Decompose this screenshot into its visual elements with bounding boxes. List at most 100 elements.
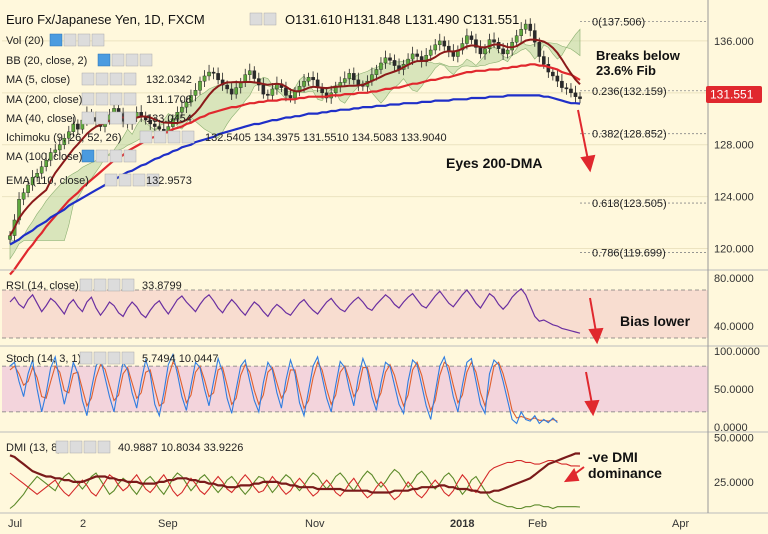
x-tick-label: Feb bbox=[528, 518, 547, 530]
indicator-button bbox=[123, 149, 137, 163]
candle bbox=[460, 37, 465, 55]
candle bbox=[528, 18, 533, 37]
price-pane: 0(137.506) 0.236(132.159) 0.382(128.852) 0.… bbox=[2, 16, 708, 276]
candle-body bbox=[293, 91, 297, 99]
candle-body bbox=[555, 75, 560, 82]
x-tick-label: Sep bbox=[158, 518, 178, 530]
candle-body bbox=[71, 123, 76, 132]
indicator-name: Ichimoku (9, 26, 52, 26) bbox=[6, 132, 122, 144]
candle bbox=[35, 168, 39, 182]
arrow-rsi bbox=[588, 297, 604, 345]
candle bbox=[57, 137, 62, 156]
indicator-button bbox=[181, 130, 195, 144]
fib-label: 0(137.506) bbox=[592, 16, 645, 28]
candle bbox=[261, 77, 266, 99]
pane-value: 40.9887 10.8034 33.9226 bbox=[118, 442, 243, 454]
candle bbox=[207, 64, 211, 81]
candle bbox=[532, 23, 537, 47]
candle-body bbox=[284, 87, 288, 96]
candle bbox=[342, 71, 347, 87]
candle bbox=[252, 66, 257, 84]
candle-body bbox=[433, 44, 438, 51]
candle bbox=[311, 71, 315, 86]
candle-body bbox=[311, 77, 315, 81]
indicator-button bbox=[139, 130, 153, 144]
candle-body bbox=[428, 49, 433, 56]
candle-body bbox=[469, 35, 474, 40]
candle bbox=[175, 106, 180, 125]
candle bbox=[26, 179, 30, 198]
candle-body bbox=[542, 56, 546, 65]
candle bbox=[347, 68, 352, 85]
indicator-button bbox=[95, 72, 109, 86]
candle-body bbox=[247, 70, 252, 75]
dmi-adx-line bbox=[9, 452, 580, 494]
candle-body bbox=[537, 42, 542, 57]
candle-body bbox=[388, 57, 392, 61]
arrow-dmi bbox=[563, 466, 585, 483]
candle-body bbox=[306, 77, 311, 82]
x-tick-label: Apr bbox=[672, 518, 689, 530]
candle-body bbox=[465, 35, 469, 44]
indicator-value: 133.0454 bbox=[146, 113, 192, 125]
dmi-tick-label: 50.0000 bbox=[714, 433, 754, 445]
annotation-fib: 23.6% Fib bbox=[596, 63, 656, 78]
indicator-button bbox=[81, 72, 95, 86]
indicator-button bbox=[109, 72, 123, 86]
rsi-tick-label: 80.0000 bbox=[714, 273, 754, 285]
pane-button bbox=[69, 440, 83, 454]
indicator-name: BB (20, close, 2) bbox=[6, 55, 87, 67]
stoch-tick-label: 100.0000 bbox=[714, 346, 760, 358]
dmi-tick-label: 25.0000 bbox=[714, 477, 754, 489]
candle bbox=[474, 33, 478, 54]
candle-body bbox=[560, 80, 564, 88]
fib-label: 0.786(119.699) bbox=[592, 247, 666, 259]
dmi-minus-line bbox=[9, 460, 581, 501]
legend: Vol (20) BB (20, close, 2) MA (5, close) 13… bbox=[6, 33, 447, 454]
pane-button bbox=[79, 351, 93, 365]
candle bbox=[487, 33, 492, 54]
candle bbox=[189, 89, 193, 107]
indicator-button bbox=[81, 111, 95, 125]
candle bbox=[184, 97, 189, 113]
x-tick-label: 2018 bbox=[450, 518, 474, 530]
candle-body bbox=[180, 106, 184, 113]
candle-body bbox=[30, 176, 35, 186]
indicator-button bbox=[109, 92, 123, 106]
candle-body bbox=[252, 70, 257, 79]
candle-body bbox=[474, 39, 478, 48]
pane-value: 5.7494 10.0447 bbox=[142, 353, 218, 365]
candle-body bbox=[35, 173, 39, 178]
candle bbox=[514, 29, 519, 47]
indicator-button bbox=[123, 72, 137, 86]
ohlc-open: O131.610 bbox=[285, 12, 342, 27]
candle-body bbox=[578, 96, 582, 99]
candle-body bbox=[460, 43, 465, 51]
annotation-dmi: -ve DMI bbox=[588, 449, 638, 465]
candle-body bbox=[261, 84, 266, 95]
candle bbox=[379, 57, 383, 75]
candle-body bbox=[478, 47, 483, 55]
candle-body bbox=[374, 69, 379, 75]
indicator-button bbox=[91, 33, 105, 47]
x-tick-label: Nov bbox=[305, 518, 325, 530]
candle bbox=[270, 83, 275, 100]
candle bbox=[469, 31, 474, 45]
indicator-name: MA (5, close) bbox=[6, 74, 70, 86]
candle bbox=[392, 54, 397, 72]
candle-body bbox=[437, 40, 442, 46]
candle bbox=[306, 72, 311, 86]
title-buttons[interactable] bbox=[249, 12, 277, 26]
candle-body bbox=[152, 123, 157, 127]
candle-body bbox=[505, 49, 510, 55]
indicator-button bbox=[77, 33, 91, 47]
x-tick-label: Jul bbox=[8, 518, 22, 530]
candle-body bbox=[225, 84, 229, 90]
pane-button bbox=[121, 278, 135, 292]
ohlc-high: H131.848 bbox=[344, 12, 400, 27]
pane-name: DMI (13, 8) bbox=[6, 442, 61, 454]
candle bbox=[555, 70, 560, 87]
last-price-badge: 131.551 bbox=[706, 86, 762, 103]
